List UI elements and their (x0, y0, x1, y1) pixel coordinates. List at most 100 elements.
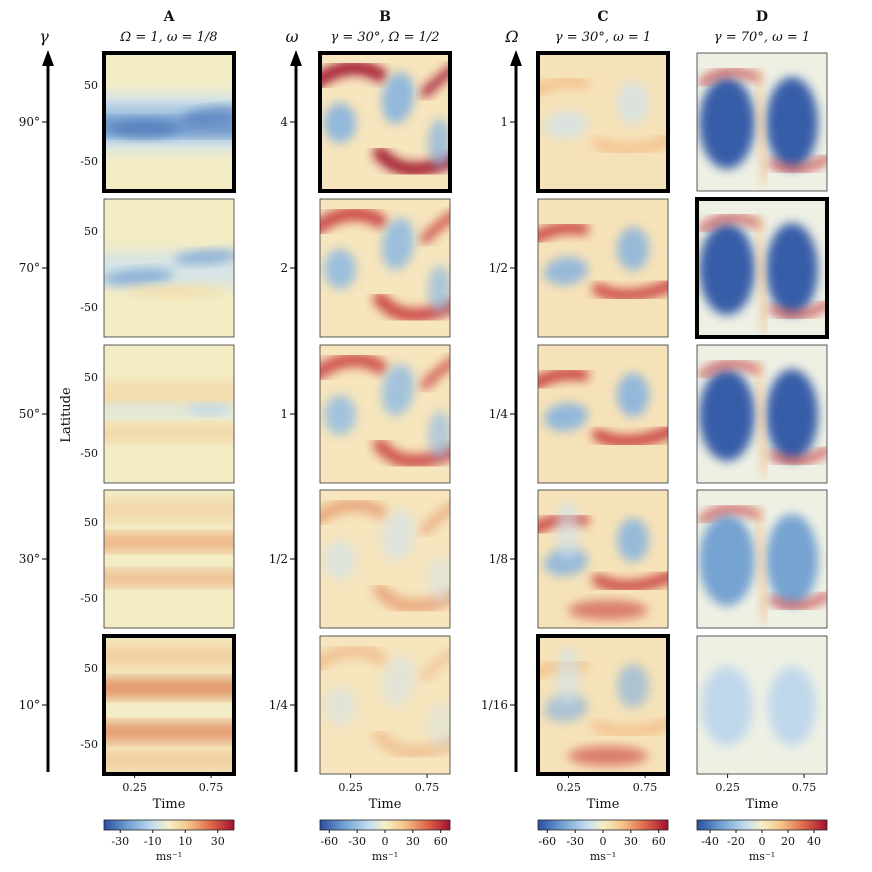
panel-frame (103, 489, 235, 629)
parameter-value: 10° (19, 698, 40, 712)
parameter-value: 70° (19, 261, 40, 275)
parameter-value: 4 (280, 115, 288, 129)
y-tick-label: 50 (84, 516, 98, 529)
parameter-symbol: γ (39, 27, 49, 46)
y-tick-label: -50 (80, 301, 98, 314)
parameter-symbol: Ω (504, 27, 518, 46)
parameter-value: 30° (19, 552, 40, 566)
parameter-value: 2 (280, 261, 288, 275)
column-letter-C: C (597, 9, 608, 25)
colorbar-tick-label: -40 (701, 835, 719, 848)
colorbar-C (537, 819, 669, 831)
x-axis-label: Time (153, 797, 186, 812)
colorbar-tick-label: -30 (111, 835, 129, 848)
colorbar-tick-label: 0 (382, 835, 389, 848)
panel-frame (537, 198, 669, 338)
parameter-value: 1/2 (489, 261, 508, 275)
heatmap-panel-C-3 (538, 345, 668, 483)
panel-frame (537, 489, 669, 629)
colorbar-unit-label: ms⁻¹ (590, 850, 616, 863)
highlighted-panel-frame (102, 634, 236, 776)
x-tick-label: 0.75 (792, 781, 817, 794)
parameter-value: 50° (19, 407, 40, 421)
heatmap-panel-A-3 (104, 345, 234, 483)
colorbar-tick-label: 10 (178, 835, 192, 848)
column-letter-A: A (163, 9, 176, 25)
colorbar-tick-label: 30 (211, 835, 225, 848)
heatmap-panel-B-4 (320, 490, 450, 628)
heatmap-panel-D-2 (697, 199, 827, 337)
colorbar-B (319, 819, 451, 831)
column-subtitle-D: γ = 70°, ω = 1 (714, 30, 810, 45)
colorbar-A (103, 819, 235, 831)
heatmap-panel-A-2 (104, 199, 234, 337)
parameter-value: 1/16 (481, 698, 508, 712)
y-axis-label: Latitude (59, 387, 74, 443)
heatmap-panel-D-5 (697, 636, 827, 774)
colorbar-tick-label: 0 (600, 835, 607, 848)
highlighted-panel-frame (536, 634, 670, 776)
column-letter-B: B (379, 9, 391, 25)
y-tick-label: 50 (84, 371, 98, 384)
panel-frame (696, 52, 828, 192)
parameter-value: 1/4 (269, 698, 289, 712)
y-tick-label: -50 (80, 738, 98, 751)
heatmap-panel-B-3 (320, 345, 450, 483)
heatmap-panel-B-5 (320, 636, 450, 774)
heatmap-panel-C-2 (538, 199, 668, 337)
x-tick-label: 0.25 (338, 781, 363, 794)
parameter-value: 1 (500, 115, 508, 129)
heatmap-panel-C-5 (538, 636, 668, 774)
arrow-head (42, 50, 54, 66)
colorbar-tick-label: -60 (320, 835, 338, 848)
colorbar-tick-label: -60 (538, 835, 556, 848)
x-axis-label: Time (587, 797, 620, 812)
colorbar-tick-label: -20 (727, 835, 745, 848)
x-tick-label: 0.25 (122, 781, 147, 794)
colorbar-tick-label: -30 (348, 835, 366, 848)
panel-frame (696, 344, 828, 484)
x-tick-label: 0.75 (633, 781, 658, 794)
heatmap-panel-B-1 (320, 53, 450, 191)
heatmap-panel-C-4 (538, 490, 668, 628)
column-letter-D: D (756, 9, 768, 25)
x-tick-label: 0.75 (199, 781, 224, 794)
panel-frame (696, 635, 828, 775)
heatmap-panel-A-5 (104, 636, 234, 774)
column-subtitle-A: Ω = 1, ω = 1/8 (119, 30, 217, 45)
colorbar-tick-label: 40 (807, 835, 821, 848)
parameter-symbol: ω (285, 27, 298, 46)
colorbar-tick-label: 20 (781, 835, 795, 848)
colorbar-unit-label: ms⁻¹ (372, 850, 398, 863)
panel-frame (319, 198, 451, 338)
heatmap-panel-A-4 (104, 490, 234, 628)
y-tick-label: 50 (84, 662, 98, 675)
y-tick-label: -50 (80, 155, 98, 168)
highlighted-panel-frame (318, 51, 452, 193)
colorbar-tick-label: 60 (652, 835, 666, 848)
panel-frame (319, 344, 451, 484)
colorbar-tick-label: 30 (624, 835, 638, 848)
parameter-value: 1/8 (489, 552, 508, 566)
heatmap-panel-D-3 (697, 345, 827, 483)
parameter-value: 1 (280, 407, 288, 421)
colorbar-D (696, 819, 828, 831)
colorbar-tick-label: -10 (144, 835, 162, 848)
panel-frame (537, 344, 669, 484)
heatmap-panel-C-1 (538, 53, 668, 191)
panel-frame (103, 344, 235, 484)
column-subtitle-B: γ = 30°, Ω = 1/2 (330, 30, 439, 45)
y-tick-label: 50 (84, 225, 98, 238)
colorbar-tick-label: 60 (434, 835, 448, 848)
x-tick-label: 0.25 (556, 781, 581, 794)
highlighted-panel-frame (536, 51, 670, 193)
y-tick-label: 50 (84, 79, 98, 92)
x-axis-label: Time (369, 797, 402, 812)
y-tick-label: -50 (80, 592, 98, 605)
panel-frame (103, 198, 235, 338)
x-tick-label: 0.75 (415, 781, 440, 794)
colorbar-tick-label: 0 (759, 835, 766, 848)
colorbar-tick-label: 30 (406, 835, 420, 848)
panel-frame (319, 635, 451, 775)
